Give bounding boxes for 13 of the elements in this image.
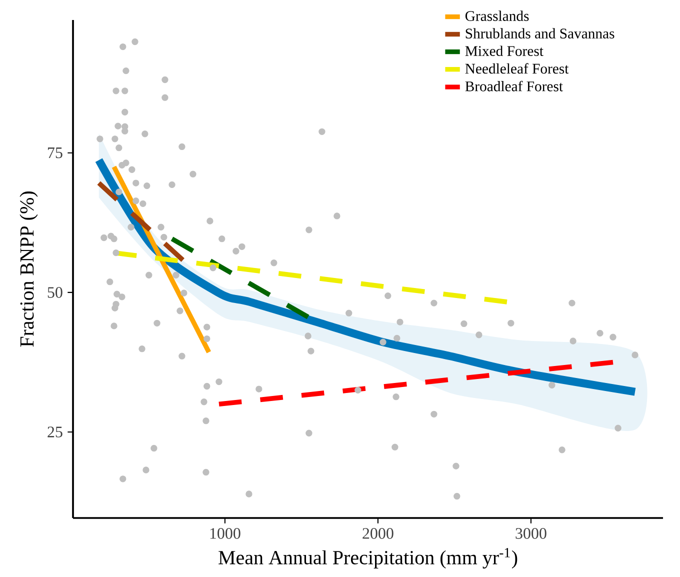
y-tick-label: 50 xyxy=(48,287,62,298)
y-tick-label: 25 xyxy=(48,426,62,438)
legend-label: Broadleaf Forest xyxy=(465,80,563,92)
x-tick-label: 2000 xyxy=(362,528,394,539)
y-tick-label: 75 xyxy=(48,148,62,158)
legend-label: Mixed Forest xyxy=(465,46,544,56)
legend-label: Shrublands and Savannas xyxy=(466,28,614,38)
legend-label: Needleleaf Forest xyxy=(465,63,569,74)
x-tick-label: 1000 xyxy=(210,528,240,539)
legend-label: Grasslands xyxy=(465,10,529,21)
x-tick-label: 3000 xyxy=(516,528,546,539)
y-axis-title: Fraction BNPP (%) xyxy=(20,192,38,347)
x-axis-title: Mean Annual Precipitation (mm yr$^{-1}$) xyxy=(218,548,518,569)
